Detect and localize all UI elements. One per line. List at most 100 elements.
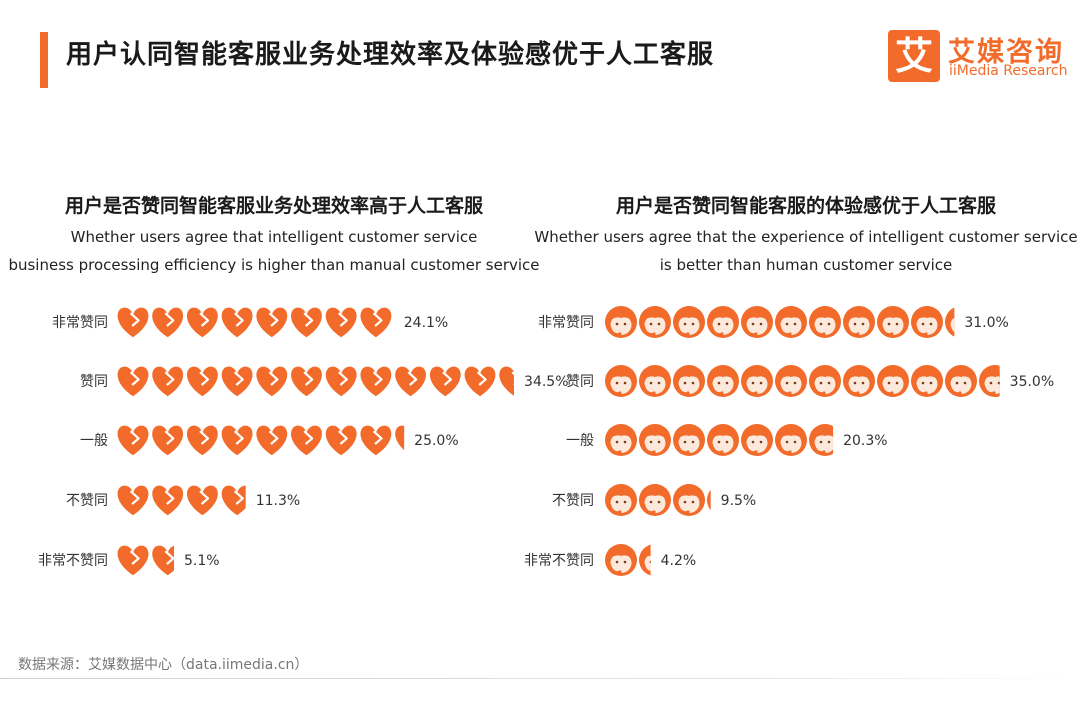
chart-1-icon-row-2: [117, 366, 515, 397]
chart-2-category-label-5: 非常不赞同: [524, 553, 594, 569]
chart-2-category-label-3: 一般: [566, 433, 594, 449]
agent-face-icon: [673, 365, 705, 397]
agent-face-icon: [809, 306, 841, 338]
agent-face-icon: [639, 484, 671, 516]
heart-icon: [221, 307, 253, 338]
chart-1-value-label-5: 5.1%: [184, 553, 220, 569]
chart-1: 用户是否赞同智能客服业务处理效率高于人工客服 Whether users agre…: [8, 194, 569, 576]
heart-icon: [221, 425, 253, 456]
chart-1-bar-1: 非常赞同 24.1%: [52, 307, 448, 338]
chart-1-subtitle-line-1: Whether users agree that intelligent cus…: [71, 228, 478, 246]
heart-icon: [325, 366, 357, 397]
agent-face-icon: [741, 365, 773, 397]
heart-icon: [360, 307, 392, 338]
chart-1-category-label-2: 赞同: [80, 374, 108, 390]
agent-face-icon: [877, 306, 909, 338]
chart-2-bar-2: 赞同 35.0%: [566, 365, 1054, 397]
heart-icon: [152, 545, 174, 576]
agent-face-icon: [707, 489, 711, 511]
chart-2-value-label-1: 31.0%: [964, 315, 1008, 331]
chart-1-subtitle-line-2: business processing efficiency is higher…: [8, 256, 539, 274]
agent-face-icon: [707, 365, 739, 397]
agent-face-icon: [605, 306, 637, 338]
agent-face-icon: [707, 424, 739, 456]
brand-name-cn: 艾媒咨询: [948, 37, 1064, 68]
heart-icon: [117, 366, 149, 397]
agent-face-icon: [605, 484, 637, 516]
agent-face-icon: [639, 424, 671, 456]
chart-1-bar-3: 一般 25.0%: [80, 425, 459, 456]
chart-2-subtitle-line-2: is better than human customer service: [660, 256, 953, 274]
chart-2-value-label-2: 35.0%: [1010, 374, 1054, 390]
chart-1-value-label-1: 24.1%: [404, 315, 448, 331]
agent-face-icon: [741, 306, 773, 338]
agent-face-icon: [673, 306, 705, 338]
chart-1-icon-row-4: [117, 485, 246, 516]
heart-icon: [152, 485, 184, 516]
chart-2-category-label-2: 赞同: [566, 374, 594, 390]
charts-canvas: 用户是否赞同智能客服业务处理效率高于人工客服 Whether users agre…: [8, 194, 1078, 576]
agent-face-icon: [809, 365, 841, 397]
chart-2-icon-row-4: [605, 484, 711, 516]
chart-1-bar-4: 不赞同 11.3%: [66, 485, 300, 516]
chart-2-value-label-4: 9.5%: [721, 493, 757, 509]
agent-face-icon: [605, 544, 637, 576]
heart-icon: [186, 485, 218, 516]
agent-face-icon: [707, 306, 739, 338]
chart-1-value-label-4: 11.3%: [256, 493, 300, 509]
agent-face-icon: [673, 424, 705, 456]
chart-2-category-label-4: 不赞同: [552, 493, 594, 509]
agent-face-icon: [605, 365, 637, 397]
heart-icon: [186, 307, 218, 338]
heart-icon: [291, 425, 322, 456]
agent-face-icon: [809, 424, 834, 456]
heart-icon: [464, 366, 496, 397]
agent-face-icon: [945, 307, 955, 337]
agent-face-icon: [775, 424, 807, 456]
heart-icon: [256, 366, 288, 397]
heart-icon: [291, 366, 322, 397]
agent-face-icon: [979, 365, 1000, 397]
heart-icon: [325, 425, 357, 456]
heart-icon: [186, 366, 218, 397]
heart-icon: [360, 425, 392, 456]
agent-face-icon: [639, 306, 671, 338]
heart-icon: [117, 307, 149, 338]
heart-icon: [152, 307, 184, 338]
heart-icon: [117, 425, 149, 456]
footer-divider: [0, 678, 1080, 679]
agent-face-icon: [775, 365, 807, 397]
heart-icon: [256, 307, 288, 338]
chart-1-value-label-3: 25.0%: [414, 433, 458, 449]
agent-face-icon: [775, 306, 807, 338]
chart-1-category-label-4: 不赞同: [66, 493, 108, 509]
agent-face-icon: [639, 544, 651, 576]
chart-2-icon-row-2: [605, 365, 1000, 397]
agent-face-icon: [843, 306, 875, 338]
chart-1-category-label-5: 非常不赞同: [38, 553, 108, 569]
chart-1-icon-row-1: [117, 307, 392, 338]
chart-2-icon-row-5: [605, 544, 651, 576]
heart-icon: [186, 425, 218, 456]
brand-name-en: iiMedia Research: [949, 63, 1068, 79]
chart-2-bar-1: 非常赞同 31.0%: [538, 306, 1009, 338]
heart-icon: [152, 425, 184, 456]
agent-face-icon: [945, 365, 977, 397]
chart-2-title: 用户是否赞同智能客服的体验感优于人工客服: [616, 194, 997, 217]
agent-face-icon: [877, 365, 909, 397]
heart-icon: [152, 366, 184, 397]
page-title: 用户认同智能客服业务处理效率及体验感优于人工客服: [66, 40, 715, 70]
heart-icon: [395, 366, 427, 397]
chart-2-category-label-1: 非常赞同: [538, 315, 594, 331]
heart-icon: [221, 485, 246, 516]
data-source-note: 数据来源：艾媒数据中心（data.iimedia.cn）: [18, 657, 309, 673]
agent-face-icon: [911, 365, 943, 397]
heart-icon: [256, 425, 288, 456]
chart-1-bar-2: 赞同 34.5%: [80, 366, 569, 397]
heart-icon: [291, 307, 322, 338]
chart-1-title: 用户是否赞同智能客服业务处理效率高于人工客服: [65, 194, 484, 217]
brand-logo-mark: 艾: [888, 30, 940, 82]
chart-2-bar-4: 不赞同 9.5%: [552, 484, 756, 516]
chart-2-value-label-3: 20.3%: [843, 433, 887, 449]
agent-face-icon: [605, 424, 637, 456]
